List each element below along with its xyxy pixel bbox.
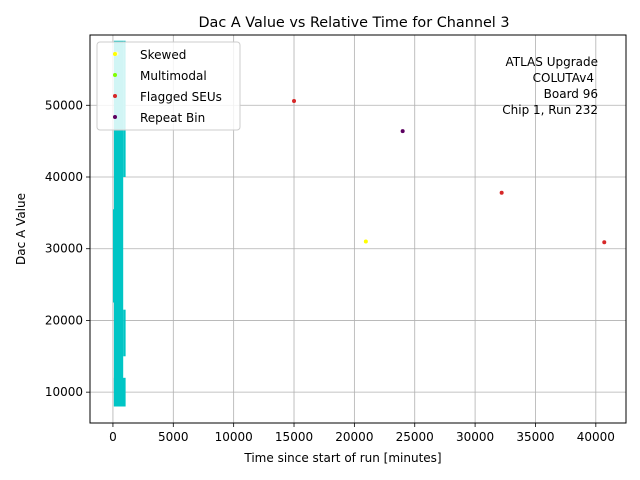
- legend-label: Skewed: [140, 48, 186, 62]
- y-tick-label: 50000: [45, 98, 83, 112]
- annotation-line: Board 96: [544, 87, 598, 101]
- y-tick-label: 20000: [45, 313, 83, 327]
- axis-ticks: 0 5000 10000 15000 20000 25000 30000 35000 40000…: [45, 98, 615, 444]
- y-tick-label: 30000: [45, 242, 83, 256]
- legend-label: Flagged SEUs: [140, 90, 222, 104]
- x-tick-label: 5000: [158, 430, 189, 444]
- main-data-band: [123, 309, 126, 357]
- run-annotation: ATLAS Upgrade COLUTAv4 Board 96 Chip 1, …: [502, 55, 598, 117]
- x-tick-label: 15000: [275, 430, 313, 444]
- data-point: [602, 240, 607, 245]
- legend-box: [96, 41, 241, 131]
- plot-frame: [89, 34, 627, 424]
- legend-item-multimodal: Multimodal: [113, 69, 207, 83]
- x-tick-label: 0: [109, 430, 117, 444]
- legend-marker: [113, 73, 117, 77]
- x-tick-label: 20000: [335, 430, 373, 444]
- legend-label: Multimodal: [140, 69, 207, 83]
- data-point: [292, 98, 297, 103]
- annotation-line: Chip 1, Run 232: [502, 103, 598, 117]
- data-point: [400, 129, 405, 134]
- x-axis-label: Time since start of run [minutes]: [243, 451, 441, 465]
- legend-marker: [113, 94, 117, 98]
- legend-label: Repeat Bin: [140, 111, 205, 125]
- x-tick-label: 10000: [215, 430, 253, 444]
- main-data-band: [113, 40, 124, 407]
- legend-marker: [113, 52, 117, 56]
- legend-item-repeat-bin: Repeat Bin: [113, 111, 205, 125]
- legend-marker: [113, 115, 117, 119]
- legend-item-flagged-seus: Flagged SEUs: [113, 90, 222, 104]
- y-tick-label: 10000: [45, 385, 83, 399]
- x-tick-label: 35000: [516, 430, 554, 444]
- x-tick-label: 40000: [577, 430, 615, 444]
- x-tick-label: 25000: [396, 430, 434, 444]
- main-data-band: [112, 209, 115, 303]
- y-axis-label: Dac A Value: [14, 193, 28, 265]
- annotation-line: ATLAS Upgrade: [505, 55, 598, 69]
- data-point: [499, 190, 504, 195]
- chart-title: Dac A Value vs Relative Time for Channel…: [198, 15, 509, 31]
- legend: Skewed Multimodal Flagged SEUs Repeat Bi…: [96, 41, 241, 131]
- y-tick-label: 40000: [45, 170, 83, 184]
- legend-item-skewed: Skewed: [113, 48, 186, 62]
- data-point: [363, 239, 368, 244]
- annotation-line: COLUTAv4: [533, 71, 594, 85]
- x-tick-label: 30000: [456, 430, 494, 444]
